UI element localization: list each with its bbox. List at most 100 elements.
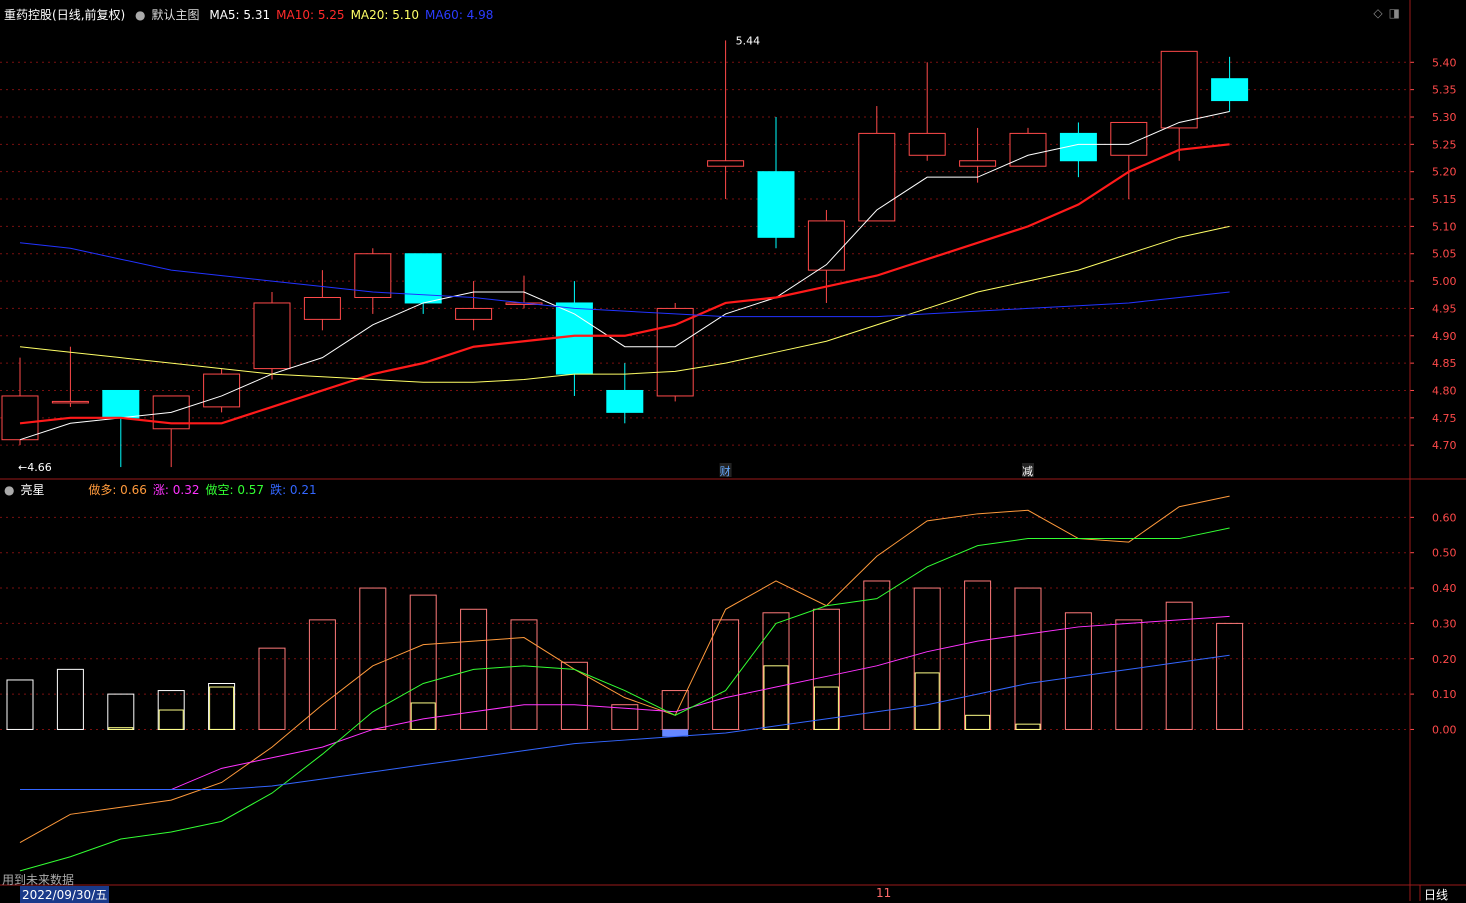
indicator-line	[19, 495, 1230, 844]
y-tick-label: 4.80	[1432, 384, 1457, 397]
event-marker-bg	[1022, 463, 1034, 477]
candle	[404, 253, 442, 314]
month-marker: 11	[876, 886, 892, 900]
y-tick-label: 4.75	[1432, 412, 1457, 425]
candle	[455, 281, 493, 331]
candle	[102, 389, 140, 468]
candle-body	[51, 400, 89, 404]
moving-average-lines	[19, 111, 1230, 441]
template-toggle-icon[interactable]: ●	[135, 8, 146, 22]
ma-line-ma10	[19, 143, 1230, 425]
indicator-legend-item: 做空: 0.57	[205, 483, 265, 497]
stock-name[interactable]: 重药控股	[4, 8, 53, 22]
main-y-axis: 4.70 4.75 4.80 4.85 4.90 4.95 5.00 5.05 5.10 5.15…	[1410, 56, 1457, 452]
period-label[interactable]: 日线	[1424, 888, 1449, 902]
indicator-bar	[560, 661, 588, 730]
ma-legend-item: MA60: 4.98	[424, 8, 494, 22]
indicator-bar	[812, 608, 840, 730]
candle-body	[1, 395, 39, 441]
candle-body	[1160, 50, 1198, 129]
price-annotation: 5.44	[736, 34, 761, 47]
candle-body	[303, 296, 341, 320]
candle	[959, 127, 997, 183]
y-tick-label: 0.30	[1432, 617, 1457, 630]
candle	[858, 106, 896, 222]
indicator-inner-bar	[410, 702, 436, 730]
candle	[354, 248, 392, 314]
candle	[656, 302, 694, 402]
y-tick-label: 0.60	[1432, 511, 1457, 524]
indicator-bar	[6, 679, 34, 730]
y-tick-label: 5.15	[1432, 193, 1457, 206]
candle	[555, 281, 593, 396]
indicator-bar	[1115, 619, 1143, 730]
sub-y-axis: 0.00 0.10 0.20 0.30 0.40 0.50 0.60	[1410, 511, 1457, 736]
diamond-icon[interactable]: ◇	[1373, 6, 1383, 20]
indicator-toggle-icon[interactable]: ●	[4, 483, 15, 497]
panel-icon[interactable]: ◨	[1388, 6, 1400, 20]
indicator-inner-bar	[1015, 723, 1041, 730]
y-tick-label: 5.25	[1432, 138, 1457, 151]
y-tick-label: 5.35	[1432, 84, 1457, 97]
ma-legend-item: MA5: 5.31	[209, 8, 271, 22]
ma-legend-item: MA20: 5.10	[350, 8, 419, 22]
candle-body	[102, 389, 140, 419]
y-tick-label: 4.85	[1432, 357, 1457, 370]
indicator-inner-bar	[813, 686, 839, 730]
ma-line-ma20	[19, 225, 1230, 383]
indicator-bar	[107, 693, 135, 730]
annotations: 5.44 ←4.66 财 减	[18, 34, 1034, 478]
y-tick-label: 0.50	[1432, 547, 1457, 560]
indicator-name[interactable]: 亮星	[20, 483, 45, 497]
candle	[1110, 121, 1148, 200]
indicator-bar	[1216, 622, 1244, 730]
price-annotation: ←4.66	[18, 461, 52, 474]
y-tick-label: 5.40	[1432, 56, 1457, 69]
y-tick-label: 0.10	[1432, 688, 1457, 701]
indicator-bar	[1165, 601, 1193, 730]
adjust-mode: (日线,前复权)	[52, 8, 126, 22]
indicator-line	[20, 654, 1230, 791]
main-chart-header: 重药控股(日线,前复权) ● 默认主图 MA5: 5.31 MA10: 5.25 MA…	[4, 6, 505, 23]
candle-body	[807, 220, 845, 271]
candle	[807, 209, 845, 303]
indicator-lines	[19, 495, 1230, 872]
sub-grid	[0, 516, 1410, 730]
candle	[152, 395, 190, 468]
cursor-date: 2022/09/30/五	[20, 886, 110, 903]
y-tick-label: 5.00	[1432, 275, 1457, 288]
ma-legend: MA5: 5.31 MA10: 5.25 MA20: 5.10 MA60: 4.98	[209, 8, 499, 22]
sub-chart-header: ● 亮星 做多: 0.66 涨: 0.32 做空: 0.57 跌: 0.21	[4, 481, 329, 498]
indicator-bar	[258, 647, 286, 730]
indicator-legend-item: 跌: 0.21	[270, 483, 317, 497]
indicator-bar	[712, 619, 740, 730]
indicator-bar	[1064, 612, 1092, 730]
candle	[757, 116, 795, 249]
indicator-negative-bar	[662, 729, 689, 737]
indicator-bars	[6, 580, 1244, 737]
y-tick-label: 5.05	[1432, 248, 1457, 261]
indicator-bar	[964, 580, 992, 730]
indicator-bar	[762, 612, 790, 730]
y-tick-label: 5.20	[1432, 166, 1457, 179]
candle	[303, 270, 341, 331]
candle-body	[707, 160, 745, 167]
window-controls: ◇ ◨	[1373, 6, 1406, 20]
y-tick-label: 0.40	[1432, 582, 1457, 595]
event-marker: 财	[720, 464, 731, 478]
candle	[606, 363, 644, 424]
candle	[1059, 122, 1097, 178]
candle	[1211, 56, 1249, 112]
y-tick-label: 5.30	[1432, 111, 1457, 124]
indicator-legend-item: 涨: 0.32	[152, 483, 200, 497]
candle-body	[253, 302, 291, 370]
candle-body	[1009, 132, 1047, 167]
candle-body	[354, 253, 392, 298]
future-data-note: 用到未来数据	[2, 873, 75, 887]
candle	[253, 292, 291, 380]
event-marker: 减	[1022, 465, 1033, 478]
template-name[interactable]: 默认主图	[151, 8, 200, 22]
y-tick-label: 4.95	[1432, 302, 1457, 315]
indicator-inner-bar	[158, 709, 184, 730]
